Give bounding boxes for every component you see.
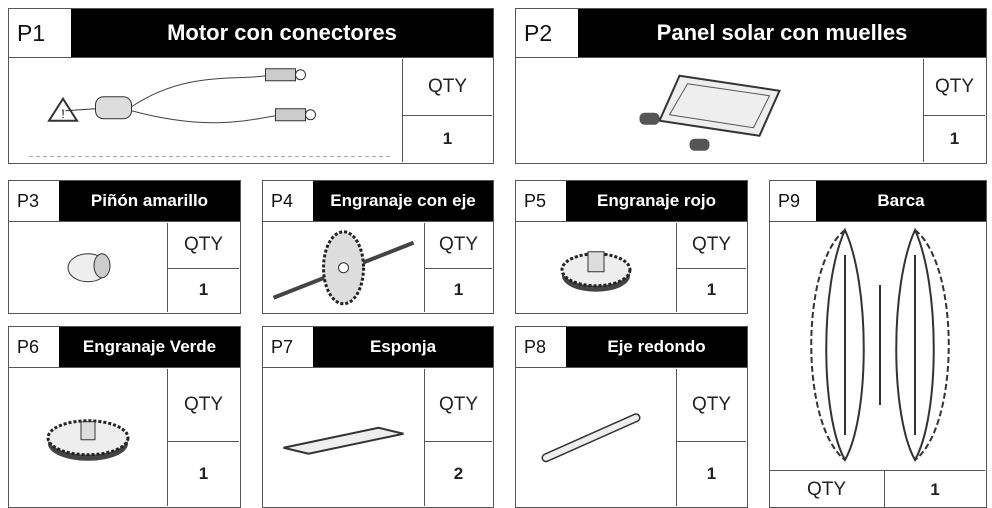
part-illustration (639, 74, 781, 151)
qty-label: QTY (424, 368, 492, 441)
part-name: Esponja (313, 327, 493, 367)
part-card: P3 Piñón amarillo QTY 1 (8, 180, 241, 314)
part-id: P7 (263, 327, 313, 367)
part-illustration (810, 227, 950, 463)
part-card: P9 Barca QTY 1 (768, 180, 987, 508)
part-name: Engranaje con eje (313, 181, 493, 221)
part-header: P2 Panel solar con muelles (516, 9, 986, 58)
part-illustration (541, 412, 641, 462)
part-name: Panel solar con muelles (578, 9, 986, 57)
part-header: P8 Eje redondo (516, 327, 747, 368)
part-name: Eje redondo (566, 327, 747, 367)
qty-value: 2 (424, 440, 492, 506)
part-id: P6 (9, 327, 59, 367)
qty-value: 1 (923, 114, 985, 162)
qty-label: QTY (402, 58, 492, 115)
part-name: Engranaje Verde (59, 327, 240, 367)
part-header: P4 Engranaje con eje (263, 181, 493, 222)
qty-value: 1 (167, 440, 239, 506)
part-card: P6 Engranaje Verde QTY 1 (8, 326, 241, 508)
qty-label: QTY (167, 222, 239, 268)
part-illustration: ! (29, 67, 392, 157)
qty-label: QTY (768, 470, 885, 508)
part-name: Piñón amarillo (59, 181, 240, 221)
qty-value: 1 (167, 267, 239, 312)
part-id: P3 (9, 181, 59, 221)
part-header: P7 Esponja (263, 327, 493, 368)
part-card: P1 Motor con conectores QTY 1! (8, 8, 494, 164)
svg-text:!: ! (61, 106, 64, 120)
qty-value: 1 (424, 267, 492, 312)
part-header: P1 Motor con conectores (9, 9, 493, 58)
qty-label: QTY (424, 222, 492, 268)
qty-value: 1 (676, 267, 746, 312)
part-id: P8 (516, 327, 566, 367)
part-illustration (67, 252, 111, 282)
qty-label: QTY (676, 368, 746, 441)
part-illustration (46, 418, 130, 461)
part-illustration (283, 426, 404, 455)
qty-value: 1 (402, 114, 492, 162)
qty-value: 1 (676, 440, 746, 506)
part-header: P6 Engranaje Verde (9, 327, 240, 368)
qty-label: QTY (167, 368, 239, 441)
part-name: Motor con conectores (71, 9, 493, 57)
part-illustration (560, 250, 632, 292)
part-id: P9 (770, 181, 816, 221)
part-id: P1 (9, 9, 71, 57)
part-header: P5 Engranaje rojo (516, 181, 747, 222)
part-name: Barca (816, 181, 986, 221)
part-illustration (272, 229, 415, 305)
part-header: P9 Barca (770, 181, 986, 222)
part-card: P2 Panel solar con muelles QTY 1 (515, 8, 987, 164)
qty-label: QTY (676, 222, 746, 268)
part-id: P5 (516, 181, 566, 221)
part-card: P8 Eje redondo QTY 1 (515, 326, 748, 508)
qty-label: QTY (923, 58, 985, 115)
part-id: P4 (263, 181, 313, 221)
part-name: Engranaje rojo (566, 181, 747, 221)
qty-value: 1 (884, 470, 985, 508)
part-card: P5 Engranaje rojo QTY 1 (515, 180, 748, 314)
part-card: P4 Engranaje con eje QTY 1 (262, 180, 494, 314)
part-header: P3 Piñón amarillo (9, 181, 240, 222)
part-card: P7 Esponja QTY 2 (262, 326, 494, 508)
part-id: P2 (516, 9, 578, 57)
